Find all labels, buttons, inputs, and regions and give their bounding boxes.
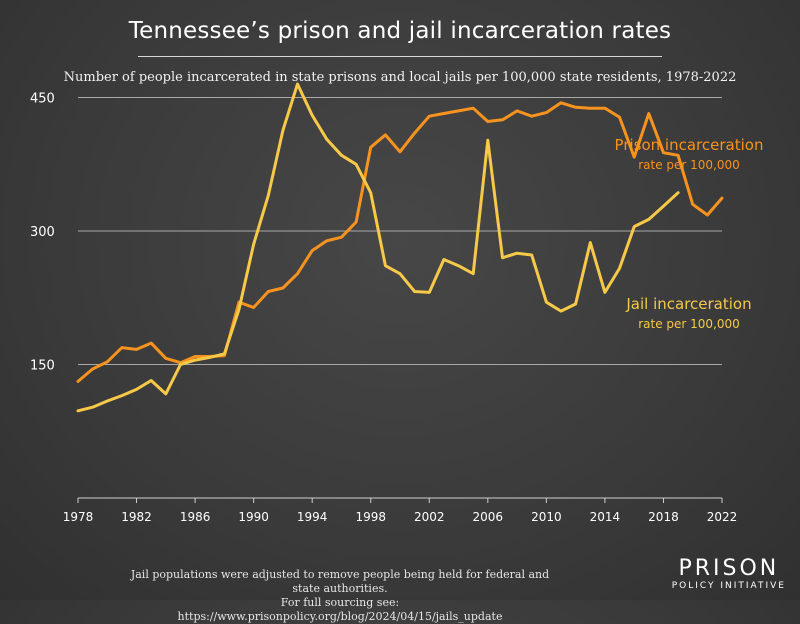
prison-series-sublabel: rate per 100,000 — [638, 158, 740, 172]
prison-rate-line — [76, 101, 724, 383]
x-tick-label: 2006 — [473, 510, 504, 524]
x-tick-label: 1978 — [63, 510, 94, 524]
x-axis-ticks: 1978 1982 1986 1990 1994 1998 2002 2006 2010 2014… — [63, 498, 738, 524]
x-tick-label: 1982 — [121, 510, 152, 524]
prison-policy-initiative-logo: PRISON POLICY INITIATIVE — [672, 558, 786, 592]
footnote: Jail populations were adjusted to remove… — [120, 568, 560, 624]
chart-subtitle: Number of people incarcerated in state p… — [63, 70, 737, 85]
x-tick-label: 1998 — [355, 510, 386, 524]
footnote-sourcing-link[interactable]: For full sourcing see: https://www.priso… — [177, 596, 503, 623]
x-tick-label: 2002 — [414, 510, 445, 524]
line-chart: 150 300 450 1978 1982 1986 1990 1994 1998 2002 20… — [30, 82, 764, 524]
y-tick-label: 300 — [30, 225, 55, 240]
y-tick-label: 450 — [30, 92, 55, 107]
title-divider — [138, 56, 662, 57]
x-tick-label: 2010 — [531, 510, 562, 524]
x-tick-label: 1994 — [297, 510, 328, 524]
jail-rate-line — [76, 82, 680, 413]
y-tick-label: 150 — [30, 359, 55, 374]
chart-title: Tennessee’s prison and jail incarceratio… — [128, 18, 672, 44]
footnote-line-1: Jail populations were adjusted to remove… — [130, 568, 550, 595]
prison-series-label: Prison incarceration — [615, 136, 764, 154]
x-tick-label: 2018 — [648, 510, 679, 524]
logo-line-2: POLICY INITIATIVE — [671, 581, 786, 591]
x-tick-label: 1990 — [238, 510, 269, 524]
jail-series-label: Jail incarceration — [625, 295, 751, 313]
series-lines — [76, 82, 724, 413]
x-tick-label: 2014 — [590, 510, 621, 524]
x-tick-label: 1986 — [180, 510, 211, 524]
x-tick-label: 2022 — [707, 510, 738, 524]
y-axis-ticks: 150 300 450 — [30, 92, 55, 374]
logo-line-1: PRISON — [678, 556, 780, 581]
jail-series-sublabel: rate per 100,000 — [638, 317, 740, 331]
